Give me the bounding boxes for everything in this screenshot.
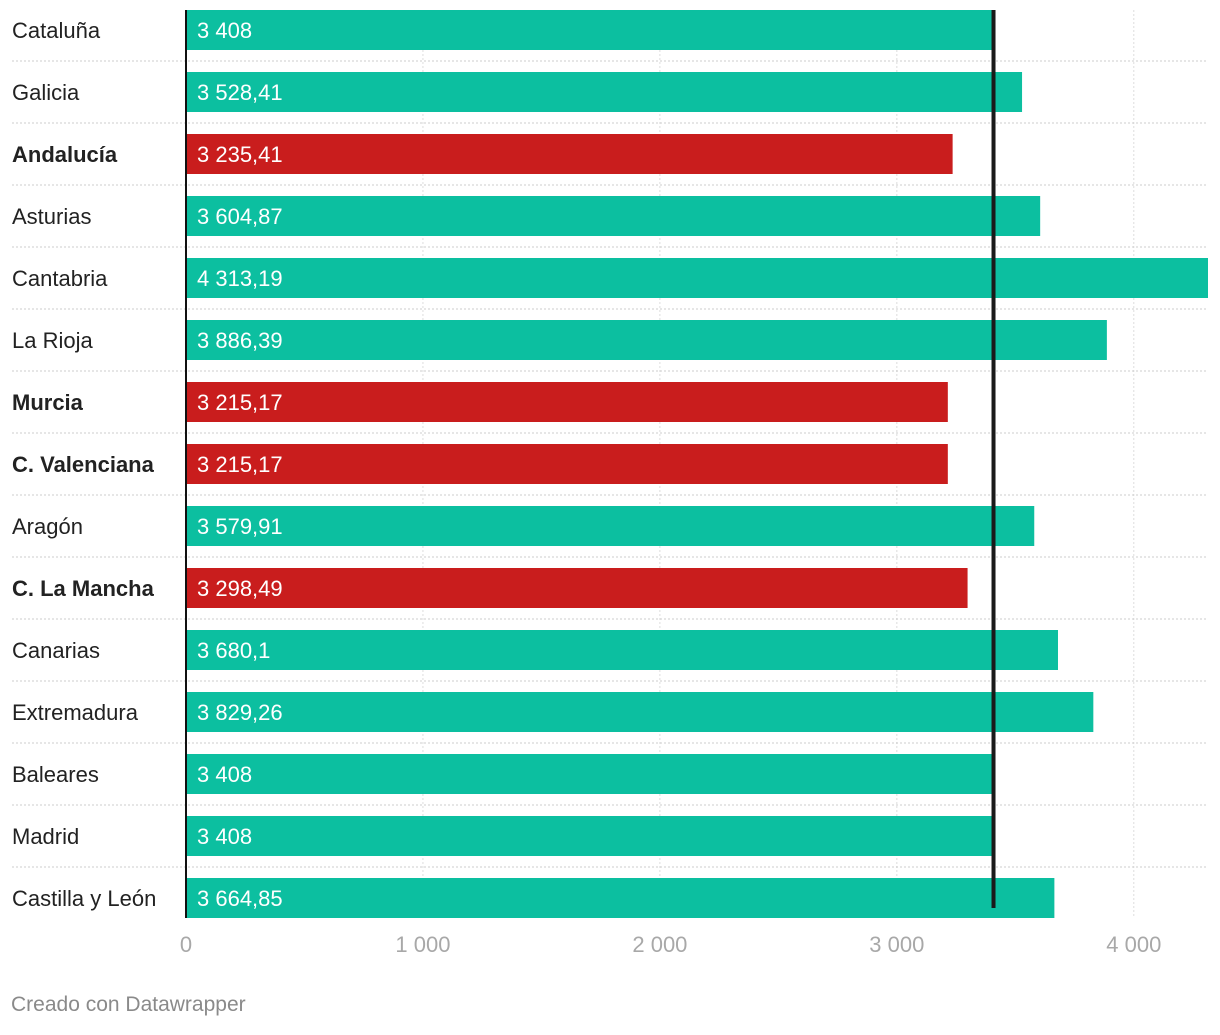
bar-value-label: 3 298,49	[197, 576, 283, 601]
bar-value-label: 3 215,17	[197, 452, 283, 477]
x-tick-label: 0	[180, 932, 192, 957]
category-label: Asturias	[12, 204, 91, 229]
bar-value-label: 3 408	[197, 824, 252, 849]
bar-value-label: 3 579,91	[197, 514, 283, 539]
category-label: Castilla y León	[12, 886, 156, 911]
bar-value-label: 3 408	[197, 762, 252, 787]
bar	[186, 382, 948, 422]
bar-value-label: 3 235,41	[197, 142, 283, 167]
bar	[186, 258, 1208, 298]
bar	[186, 630, 1058, 670]
footer-credit: Creado con Datawrapper	[11, 993, 246, 1016]
bar-value-label: 3 680,1	[197, 638, 270, 663]
bar	[186, 568, 968, 608]
bar-value-label: 3 604,87	[197, 204, 283, 229]
bar	[186, 134, 953, 174]
bar	[186, 444, 948, 484]
x-tick-label: 1 000	[395, 932, 450, 957]
category-label: Andalucía	[12, 142, 118, 167]
x-tick-label: 3 000	[869, 932, 924, 957]
bar	[186, 10, 994, 50]
bar-value-label: 3 408	[197, 18, 252, 43]
bar	[186, 196, 1041, 236]
category-label: Aragón	[12, 514, 83, 539]
bar	[186, 506, 1035, 546]
category-label: Extremadura	[12, 700, 139, 725]
category-label: Canarias	[12, 638, 100, 663]
bar-value-label: 3 664,85	[197, 886, 283, 911]
category-label: Cataluña	[12, 18, 101, 43]
bar	[186, 754, 994, 794]
bar-value-label: 4 313,19	[197, 266, 283, 291]
category-label: C. Valenciana	[12, 452, 155, 477]
x-tick-label: 4 000	[1106, 932, 1161, 957]
category-label: Baleares	[12, 762, 99, 787]
bar-value-label: 3 829,26	[197, 700, 283, 725]
category-label: Madrid	[12, 824, 79, 849]
bar-value-label: 3 215,17	[197, 390, 283, 415]
bar	[186, 816, 994, 856]
category-label: Murcia	[12, 390, 84, 415]
category-label: Cantabria	[12, 266, 108, 291]
bar	[186, 72, 1023, 112]
bar	[186, 320, 1107, 360]
category-label: La Rioja	[12, 328, 93, 353]
category-label: Galicia	[12, 80, 80, 105]
x-tick-label: 2 000	[632, 932, 687, 957]
bar	[186, 878, 1055, 918]
bar	[186, 692, 1094, 732]
bar-value-label: 3 886,39	[197, 328, 283, 353]
bar-value-label: 3 528,41	[197, 80, 283, 105]
category-label: C. La Mancha	[12, 576, 155, 601]
